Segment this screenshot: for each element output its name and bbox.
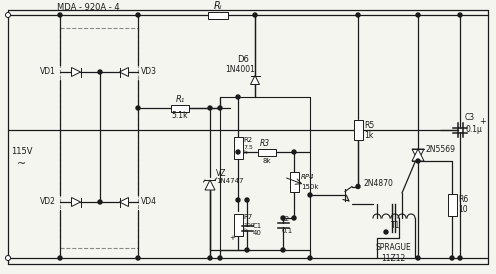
Text: 2N5569: 2N5569 [426,145,456,155]
Polygon shape [412,149,424,161]
Text: R2: R2 [243,137,252,143]
Text: +: + [479,118,486,127]
Bar [234,137,243,159]
Text: 150k: 150k [301,184,318,190]
Circle shape [136,13,140,17]
Circle shape [5,13,10,18]
Bar [258,149,276,156]
Bar [171,104,189,112]
Circle shape [5,255,10,261]
Text: 8k: 8k [263,158,271,164]
Text: D6: D6 [237,56,249,64]
Bar [290,172,299,192]
Circle shape [218,256,222,260]
Circle shape [416,256,420,260]
Text: R3: R3 [260,138,270,147]
Text: C3: C3 [465,113,475,122]
Polygon shape [71,67,80,76]
Bar [208,12,228,19]
Polygon shape [120,67,128,76]
Circle shape [245,248,249,252]
Circle shape [98,200,102,204]
Circle shape [236,198,240,202]
Text: VZ: VZ [216,169,227,178]
Text: ~: ~ [17,159,27,169]
Text: 1N4001: 1N4001 [225,65,255,75]
Circle shape [356,13,360,17]
Text: T1: T1 [391,221,401,230]
Text: Rₗ: Rₗ [214,1,222,11]
Polygon shape [250,76,259,84]
Circle shape [308,193,312,197]
Circle shape [253,13,257,17]
Text: VD2: VD2 [40,198,56,207]
Circle shape [281,248,285,252]
Text: MDA - 920A - 4: MDA - 920A - 4 [57,2,120,12]
Circle shape [136,256,140,260]
Text: R7: R7 [243,214,252,220]
Circle shape [458,256,462,260]
Text: +: + [229,235,235,241]
Text: VD4: VD4 [141,198,157,207]
Circle shape [356,184,360,189]
Circle shape [245,198,249,202]
Text: 115V: 115V [11,147,33,156]
Text: 1N4747: 1N4747 [216,178,244,184]
Circle shape [208,106,212,110]
Text: 0.1: 0.1 [281,228,292,234]
Polygon shape [120,198,128,207]
Circle shape [98,70,102,74]
Circle shape [208,256,212,260]
Text: 100
k: 100 k [243,222,254,233]
Circle shape [292,216,296,220]
Circle shape [384,230,388,234]
Polygon shape [412,149,424,161]
Circle shape [58,13,62,17]
Circle shape [58,256,62,260]
Text: C2: C2 [281,216,290,222]
Polygon shape [71,198,80,207]
Text: 0.1μ: 0.1μ [465,125,482,135]
Circle shape [416,159,420,163]
Bar [447,194,456,216]
Circle shape [308,256,312,260]
Circle shape [236,95,240,99]
Text: C1: C1 [253,223,262,229]
Text: R5: R5 [364,121,374,130]
Text: 1k: 1k [364,130,373,139]
Circle shape [136,106,140,110]
Circle shape [450,256,454,260]
Bar [354,120,363,140]
Text: 5.1k: 5.1k [172,112,188,121]
Text: 7.5
k: 7.5 k [243,145,253,155]
Polygon shape [205,180,215,190]
Text: R₁: R₁ [176,95,185,104]
Circle shape [292,150,296,154]
Text: 40: 40 [253,230,262,236]
Bar [234,214,243,236]
Circle shape [416,13,420,17]
Text: SPRAGUE
11Z12: SPRAGUE 11Z12 [375,243,411,263]
Text: R6: R6 [458,195,468,204]
Text: VD1: VD1 [40,67,56,76]
Text: RP4: RP4 [301,174,314,180]
Circle shape [218,106,222,110]
Text: 10: 10 [458,204,468,213]
Text: VD3: VD3 [141,67,157,76]
Circle shape [281,216,285,220]
Text: 2N4870: 2N4870 [363,178,393,187]
Circle shape [458,13,462,17]
Circle shape [236,150,240,154]
